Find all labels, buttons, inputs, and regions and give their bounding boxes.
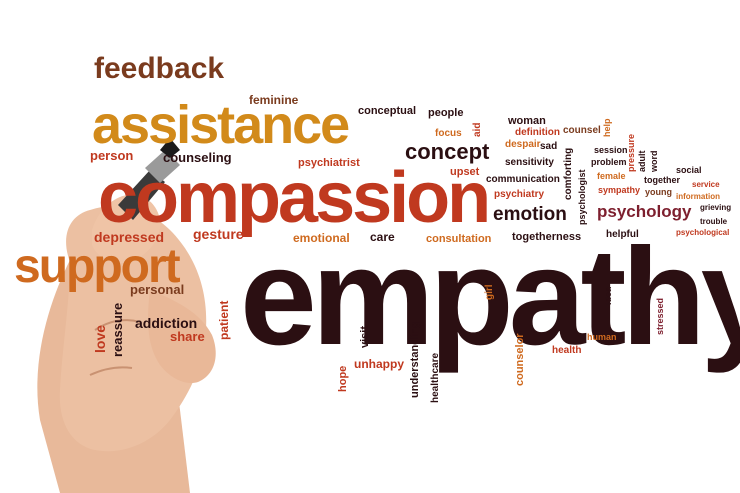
word-person: person <box>90 148 134 163</box>
word-information: information <box>676 192 720 201</box>
word-despair: despair <box>505 139 541 150</box>
word-personal: personal <box>130 282 185 297</box>
word-stressed: stressed <box>655 297 665 335</box>
word-feminine: feminine <box>249 93 299 107</box>
word-helpful: helpful <box>606 229 639 240</box>
word-session: session <box>594 145 628 155</box>
word-idea: idea <box>603 286 613 305</box>
word-understanding: understanding <box>409 321 421 398</box>
word-pressure: pressure <box>626 133 636 172</box>
word-healthcare: healthcare <box>430 352 441 403</box>
word-psychologist: psychologist <box>577 169 587 225</box>
word-care: care <box>370 230 395 244</box>
word-counseling: counseling <box>163 150 232 165</box>
word-reassure: reassure <box>110 302 125 357</box>
word-gesture: gesture <box>193 226 244 242</box>
word-trouble: trouble <box>700 217 728 226</box>
word-focus: focus <box>435 128 462 139</box>
word-sensitivity: sensitivity <box>505 157 554 168</box>
word-communication: communication <box>486 174 560 185</box>
word-human: human <box>587 332 617 342</box>
word-young: young <box>645 187 672 197</box>
word-psychology: psychology <box>597 202 692 221</box>
word-visit: visit <box>359 325 371 348</box>
word-girl: girl <box>484 284 495 300</box>
word-social: social <box>676 165 702 175</box>
word-addiction: addiction <box>135 315 198 331</box>
word-togetherness: togetherness <box>512 231 582 243</box>
word-psychiatry: psychiatry <box>494 189 545 200</box>
word-concept: concept <box>405 139 490 164</box>
word-comforting: comforting <box>563 147 574 200</box>
word-counsel: counsel <box>563 125 601 136</box>
word-support: support <box>14 240 181 293</box>
word-female: female <box>597 171 626 181</box>
word-aid: aid <box>472 122 483 137</box>
word-emotional: emotional <box>293 231 350 245</box>
word-compassion: compassion <box>98 158 491 238</box>
word-sympathy: sympathy <box>598 185 641 195</box>
word-psychological: psychological <box>676 228 730 237</box>
word-together: together <box>644 175 680 185</box>
word-help: help <box>602 118 612 137</box>
word-upset: upset <box>450 166 480 178</box>
word-consultation: consultation <box>426 233 492 245</box>
word-conceptual: conceptual <box>358 105 417 117</box>
word-woman: woman <box>508 115 546 127</box>
word-depressed: depressed <box>94 229 165 245</box>
word-definition: definition <box>515 127 560 138</box>
word-grieving: grieving <box>700 203 732 212</box>
word-unhappy: unhappy <box>354 357 404 371</box>
word-hope: hope <box>337 365 349 392</box>
word-problem: problem <box>591 157 627 167</box>
word-service: service <box>692 180 720 189</box>
word-patient: patient <box>217 300 231 340</box>
word-sad: sad <box>540 141 558 152</box>
word-psychiatrist: psychiatrist <box>298 157 360 169</box>
word-empathy: empathy <box>240 220 740 374</box>
word-love: love <box>92 324 108 353</box>
word-feedback: feedback <box>94 52 225 85</box>
word-emotion: emotion <box>493 204 567 225</box>
word-people: people <box>428 107 464 119</box>
word-word: word <box>649 150 659 173</box>
word-assistance: assistance <box>92 95 350 155</box>
word-counselor: counselor <box>514 333 526 386</box>
word-share: share <box>170 329 205 344</box>
word-health: health <box>552 345 582 356</box>
word-adult: adult <box>637 150 647 173</box>
